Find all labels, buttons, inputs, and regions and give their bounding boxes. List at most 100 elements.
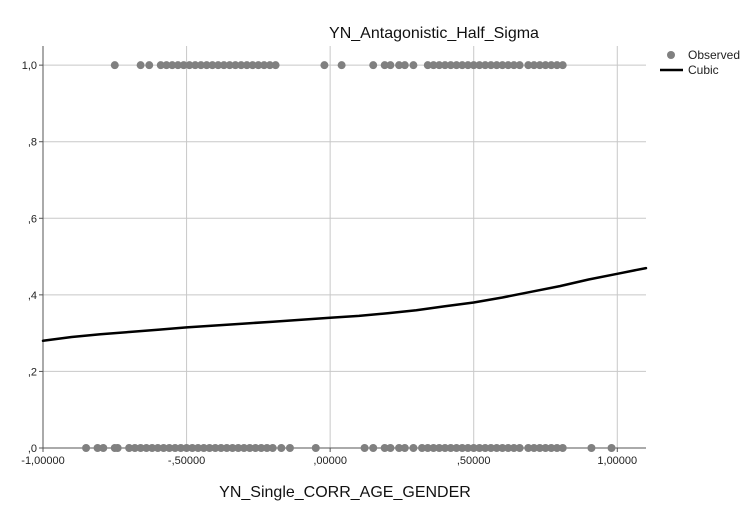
- y-tick-label: ,6: [28, 213, 37, 225]
- observed-point: [136, 444, 145, 452]
- observed-point: [165, 444, 174, 452]
- observed-point: [452, 61, 461, 70]
- observed-point: [515, 61, 524, 70]
- axes-layer: [42, 46, 646, 449]
- observed-point: [145, 61, 154, 70]
- observed-point: [142, 444, 151, 452]
- observed-point: [524, 61, 533, 70]
- observed-point: [211, 444, 220, 452]
- legend-cubic-label: Cubic: [688, 63, 719, 77]
- observed-point: [260, 61, 269, 70]
- observed-point: [423, 61, 432, 70]
- observed-point: [248, 61, 257, 70]
- observed-point: [446, 444, 455, 452]
- observed-point: [242, 61, 251, 70]
- observed-point: [240, 444, 248, 452]
- observed-point: [475, 61, 484, 70]
- observed-point: [535, 61, 544, 70]
- observed-point: [277, 444, 286, 452]
- observed-point: [429, 61, 438, 70]
- observed-point: [409, 61, 418, 70]
- observed-point: [320, 61, 329, 70]
- x-tick-label: ,50000: [457, 455, 491, 467]
- observed-point: [469, 444, 478, 452]
- observed-point: [530, 444, 539, 452]
- observed-point: [245, 444, 254, 452]
- observed-point: [469, 61, 478, 70]
- observed-point: [185, 61, 194, 70]
- observed-point: [159, 444, 168, 452]
- observed-point: [498, 444, 507, 452]
- observed-point: [429, 444, 438, 452]
- observed-point: [110, 61, 119, 70]
- observed-point: [262, 444, 271, 452]
- observed-point: [475, 444, 484, 452]
- observed-point: [171, 444, 180, 452]
- observed-point: [481, 61, 490, 70]
- y-tick-label: ,8: [28, 137, 37, 149]
- observed-point: [99, 444, 108, 452]
- observed-point: [409, 444, 418, 452]
- y-tick-label: ,2: [28, 366, 37, 378]
- observed-point: [82, 444, 91, 452]
- observed-point: [162, 61, 171, 70]
- observed-point: [369, 61, 378, 70]
- observed-point: [311, 444, 320, 452]
- x-axis-title: YN_Single_CORR_AGE_GENDER: [219, 484, 471, 501]
- observed-point: [509, 61, 518, 70]
- observed-point: [386, 444, 395, 452]
- observed-point: [481, 444, 490, 452]
- observed-point: [176, 444, 185, 452]
- observed-point: [113, 444, 122, 452]
- observed-point: [558, 61, 567, 70]
- observed-point: [547, 444, 556, 452]
- observed-point: [515, 444, 524, 452]
- observed-point: [492, 61, 501, 70]
- observed-point: [231, 61, 240, 70]
- observed-point: [418, 444, 427, 452]
- observed-point: [173, 61, 182, 70]
- observed-point: [194, 444, 203, 452]
- observed-point: [251, 444, 260, 452]
- observed-point: [423, 444, 432, 452]
- observed-point: [504, 444, 513, 452]
- observed-point: [125, 444, 134, 452]
- x-tick-labels: -1,00000 -,50000 ,00000 ,50000 1,00000: [21, 448, 637, 467]
- observed-point: [265, 61, 274, 70]
- observed-point: [148, 444, 157, 452]
- observed-point: [285, 444, 294, 452]
- observed-points-layer: [82, 61, 616, 452]
- observed-point: [535, 444, 544, 452]
- observed-point: [587, 444, 596, 452]
- observed-point: [395, 61, 404, 70]
- observed-point: [547, 61, 556, 70]
- observed-point: [214, 61, 223, 70]
- legend: Observed Cubic: [660, 48, 740, 77]
- observed-point: [196, 61, 205, 70]
- observed-point: [228, 444, 237, 452]
- observed-point: [558, 444, 567, 452]
- observed-point: [168, 61, 177, 70]
- chart-title: YN_Antagonistic_Half_Sigma: [329, 25, 539, 42]
- observed-point: [360, 444, 369, 452]
- observed-point: [441, 444, 449, 452]
- observed-point: [130, 444, 139, 452]
- legend-observed-label: Observed: [688, 48, 740, 62]
- observed-point: [400, 444, 409, 452]
- observed-point: [369, 444, 378, 452]
- observed-point: [208, 61, 217, 70]
- observed-point: [541, 444, 550, 452]
- observed-point: [380, 444, 389, 452]
- observed-point: [509, 444, 518, 452]
- observed-point: [446, 61, 455, 70]
- observed-point: [199, 444, 208, 452]
- observed-point: [182, 444, 191, 452]
- x-tick-label: -,50000: [168, 455, 205, 467]
- observed-point: [222, 444, 231, 452]
- observed-point: [337, 61, 346, 70]
- observed-point: [552, 444, 561, 452]
- observed-point: [156, 61, 165, 70]
- cubic-curve: [41, 266, 648, 343]
- observed-point: [458, 61, 467, 70]
